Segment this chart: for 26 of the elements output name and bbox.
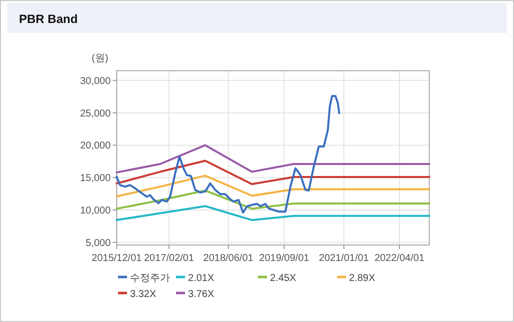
line-series (116, 160, 430, 186)
line-series (116, 205, 430, 222)
x-tick-label: 2018/06/01 (203, 253, 254, 264)
y-tick-label: 20,000 (80, 140, 112, 152)
y-tick-label: 25,000 (80, 108, 112, 120)
legend-label: 수정주가 (130, 273, 170, 284)
y-axis-title: (원) (92, 53, 108, 64)
x-tick-label: 2017/02/01 (144, 253, 194, 264)
x-tick-label: 2022/04/01 (374, 253, 425, 264)
y-tick-label: 5,000 (86, 238, 112, 249)
x-tick-label: 2021/01/01 (318, 253, 370, 264)
line-series (116, 190, 430, 210)
legend-label: 2.89X (349, 273, 376, 284)
line-series (116, 174, 430, 198)
line-series (116, 94, 340, 214)
x-tick-label: 2015/12/01 (92, 253, 142, 264)
y-tick-label: 15,000 (80, 173, 112, 184)
y-tick-label: 10,000 (80, 206, 112, 217)
legend-label: 3.76X (188, 289, 214, 300)
x-tick-label: 2019/09/01 (259, 253, 310, 264)
y-tick-label: 30,000 (80, 76, 112, 87)
line-series (116, 144, 430, 174)
legend-label: 3.32X (130, 289, 156, 300)
chart-title: PBR Band (19, 12, 78, 26)
legend-label: 2.01X (188, 273, 214, 284)
legend-label: 2.45X (270, 273, 296, 284)
